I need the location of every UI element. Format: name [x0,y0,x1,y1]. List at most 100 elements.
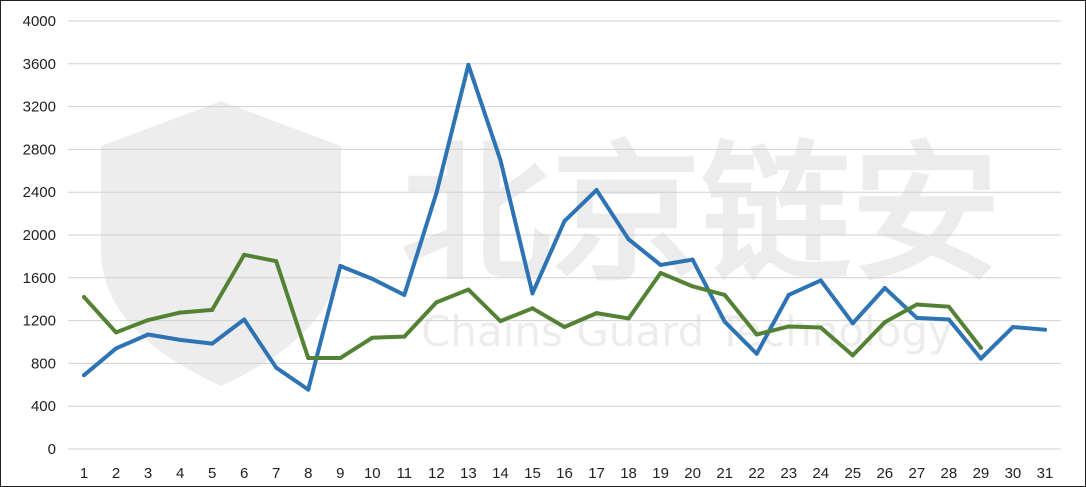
y-tick-label: 4000 [23,13,56,30]
data-point [754,332,759,337]
data-point [498,319,503,324]
y-tick-label: 3600 [23,56,56,73]
watermark: 北京链安 Chains Guard Technology [101,101,1001,386]
x-tick-label: 18 [620,465,637,482]
data-point [594,188,599,193]
data-point [82,373,87,378]
x-tick-label: 25 [844,465,861,482]
data-point [818,278,823,283]
x-tick-label: 20 [684,465,701,482]
data-point [242,317,247,322]
x-tick-label: 16 [556,465,573,482]
x-tick-label: 23 [780,465,797,482]
x-tick-label: 1 [80,465,88,482]
data-point [146,318,151,323]
data-point [338,264,343,269]
data-point [530,291,535,296]
data-point [370,335,375,340]
x-tick-label: 6 [240,465,248,482]
data-point [658,270,663,275]
x-tick-label: 12 [428,465,445,482]
x-tick-label: 13 [460,465,477,482]
data-point [114,346,119,351]
x-tick-label: 15 [524,465,541,482]
data-point [818,325,823,330]
y-tick-label: 2800 [23,141,56,158]
data-point [658,262,663,267]
data-point [306,387,311,392]
x-tick-label: 27 [909,465,926,482]
data-point [626,237,631,242]
data-point [690,284,695,289]
data-point [242,252,247,257]
data-point [946,304,951,309]
x-tick-label: 26 [876,465,893,482]
x-tick-label: 14 [492,465,509,482]
data-point [562,325,567,330]
data-point [754,351,759,356]
data-point [274,365,279,370]
data-point [914,315,919,320]
data-point [210,341,215,346]
data-point [338,356,343,361]
data-point [434,191,439,196]
y-axis-labels: 0 400 800 1200 1600 2000 2400 2800 3200 3600 4000 [23,13,56,458]
data-point [850,353,855,358]
watermark-shield-icon [101,101,341,386]
watermark-en-text: Chains Guard Technology [421,307,953,356]
data-point [210,307,215,312]
data-point [978,356,983,361]
x-tick-label: 22 [748,465,765,482]
x-tick-label: 24 [812,465,829,482]
x-tick-label: 31 [1037,465,1054,482]
y-tick-label: 400 [31,398,56,415]
data-point [402,334,407,339]
x-tick-label: 2 [112,465,120,482]
x-tick-label: 28 [941,465,958,482]
data-point [178,310,183,315]
x-tick-label: 3 [144,465,152,482]
data-point [434,300,439,305]
x-tick-label: 9 [336,465,344,482]
data-point [306,356,311,361]
data-point [114,330,119,335]
data-point [626,316,631,321]
x-tick-label: 4 [176,465,184,482]
data-point [882,320,887,325]
data-point [498,158,503,163]
y-tick-label: 800 [31,355,56,372]
data-point [274,259,279,264]
y-tick-label: 2000 [23,227,56,244]
grid [68,20,1061,450]
x-axis-labels: 1 2 3 4 5 6 7 8 9 10 11 12 13 14 15 16 17 18 19 20 21 22 23 24 2… [80,465,1053,482]
x-tick-label: 11 [397,465,413,482]
data-point [722,319,727,324]
data-point [146,332,151,337]
x-tick-label: 19 [652,465,669,482]
y-tick-label: 1200 [23,313,56,330]
data-point [946,317,951,322]
data-point [178,337,183,342]
data-point [1010,325,1015,330]
data-point [402,292,407,297]
x-tick-label: 7 [272,465,280,482]
data-point [882,285,887,290]
data-point [786,292,791,297]
data-point [370,276,375,281]
x-tick-label: 21 [716,465,733,482]
data-point [722,292,727,297]
data-point [978,345,983,350]
x-tick-label: 8 [304,465,312,482]
y-tick-label: 1600 [23,270,56,287]
y-tick-label: 0 [48,441,56,458]
x-tick-label: 30 [1005,465,1022,482]
y-tick-label: 3200 [23,99,56,116]
x-tick-label: 29 [973,465,990,482]
x-tick-label: 10 [364,465,381,482]
data-point [850,321,855,326]
data-point [530,306,535,311]
data-point [562,219,567,224]
y-tick-label: 2400 [23,184,56,201]
